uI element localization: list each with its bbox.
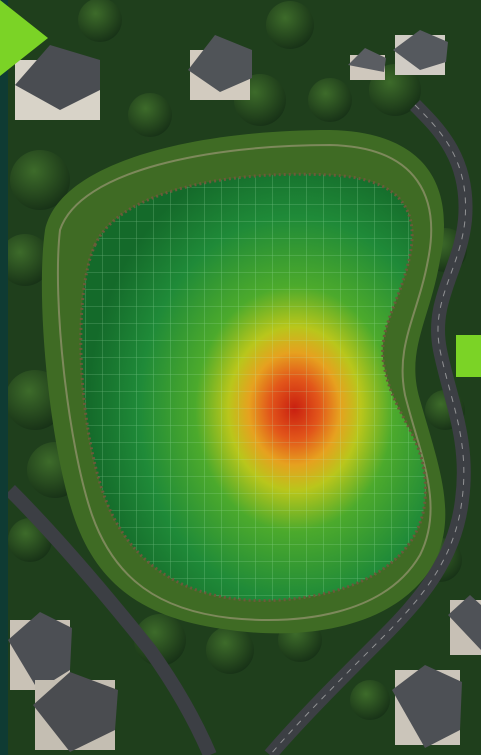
- walking-path: [56, 143, 433, 621]
- arrow-right-icon[interactable]: [0, 0, 48, 76]
- house-roofs: [8, 30, 481, 752]
- house-bottom-left: [8, 612, 72, 690]
- heatmap-grid: [80, 174, 426, 601]
- tab-marker-icon[interactable]: [456, 335, 481, 377]
- road-bottom-left: [5, 485, 217, 755]
- house-top-right: [393, 30, 448, 75]
- pond-heatmap: [79, 172, 427, 603]
- house-right-edge: [448, 595, 481, 655]
- house-bottom-center: [33, 672, 118, 752]
- house-small-top: [348, 48, 386, 80]
- frame-edge: [0, 0, 8, 755]
- house-top-center: [188, 35, 252, 100]
- house-top-left: [15, 45, 100, 120]
- house-bottom-right: [392, 665, 462, 748]
